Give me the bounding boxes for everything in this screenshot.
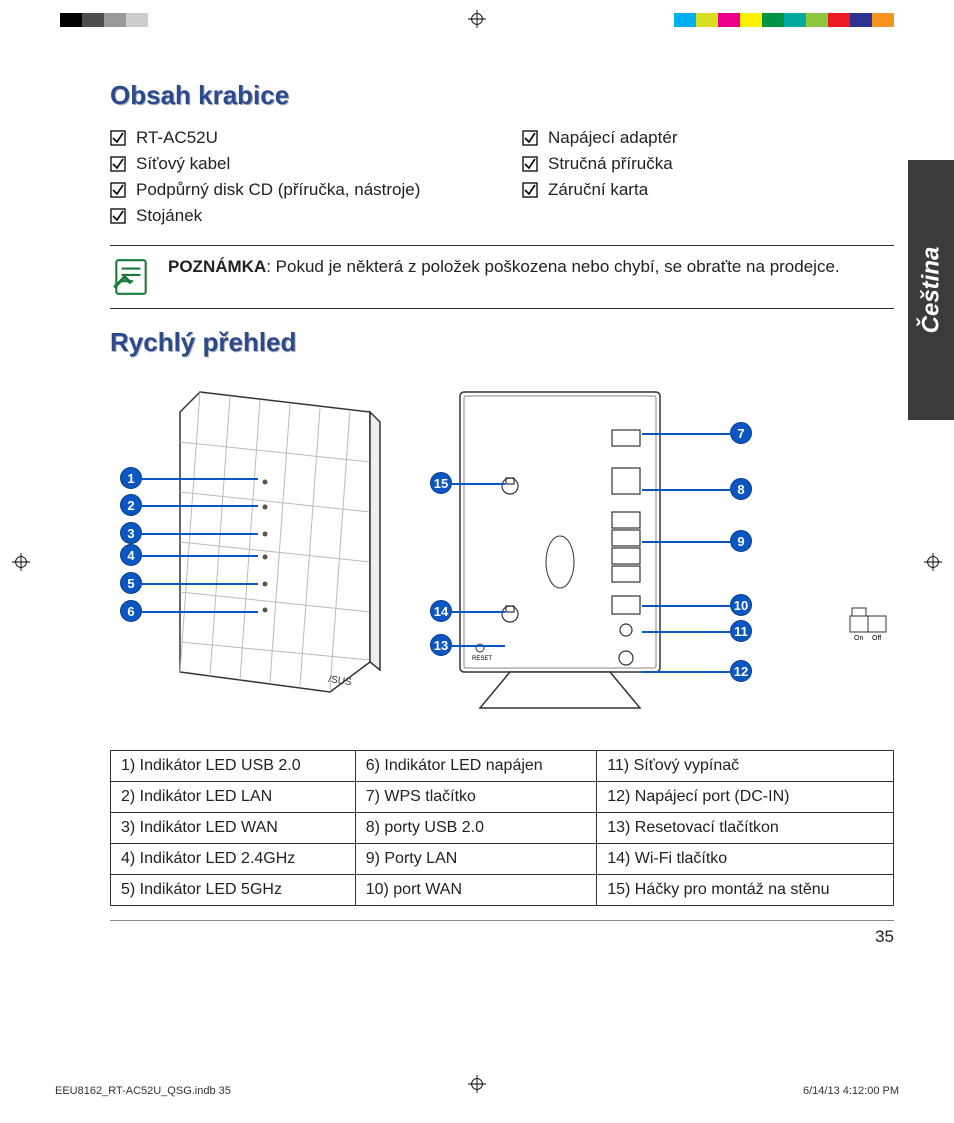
legend-cell: 4) Indikátor LED 2.4GHz — [111, 844, 356, 875]
callout-badge: 3 — [120, 522, 142, 544]
callout-badge: 14 — [430, 600, 452, 622]
router-back-illustration: RESET — [450, 382, 700, 712]
callout-badge: 1 — [120, 467, 142, 489]
callout-badge: 9 — [730, 530, 752, 552]
checklist-label: Stručná příručka — [548, 154, 673, 174]
checklist-item: Napájecí adaptér — [522, 125, 894, 151]
callout-line — [452, 611, 505, 613]
device-diagram: /SUS RE — [110, 372, 894, 732]
callout-badge: 4 — [120, 544, 142, 566]
checklist-label: Napájecí adaptér — [548, 128, 677, 148]
contents-col-right: Napájecí adaptér Stručná příručka Záruční … — [522, 125, 894, 229]
registration-mark-icon — [468, 10, 486, 28]
callout-badge: 12 — [730, 660, 752, 682]
router-front-illustration: /SUS — [170, 382, 390, 702]
language-tab: Čeština — [908, 160, 954, 420]
callout-line — [642, 541, 730, 543]
checklist-label: Síťový kabel — [136, 154, 230, 174]
callout-line — [142, 555, 258, 557]
callout-line — [142, 533, 258, 535]
note-icon — [110, 256, 152, 298]
legend-cell: 11) Síťový vypínač — [597, 751, 894, 782]
legend-cell: 13) Resetovací tlačítkon — [597, 813, 894, 844]
callout-badge: 10 — [730, 594, 752, 616]
legend-cell: 14) Wi-Fi tlačítko — [597, 844, 894, 875]
legend-cell: 10) port WAN — [355, 875, 596, 906]
contents-col-left: RT-AC52U Síťový kabel Podpůrný disk CD (př… — [110, 125, 482, 229]
callout-badge: 11 — [730, 620, 752, 642]
checklist-label: RT-AC52U — [136, 128, 218, 148]
registration-mark-icon — [12, 553, 30, 571]
callout-line — [642, 605, 730, 607]
legend-cell: 1) Indikátor LED USB 2.0 — [111, 751, 356, 782]
callout-badge: 6 — [120, 600, 142, 622]
legend-cell: 8) porty USB 2.0 — [355, 813, 596, 844]
callout-line — [142, 505, 258, 507]
legend-cell: 3) Indikátor LED WAN — [111, 813, 356, 844]
checklist-label: Záruční karta — [548, 180, 648, 200]
package-contents: RT-AC52U Síťový kabel Podpůrný disk CD (př… — [110, 125, 894, 229]
callout-badge: 5 — [120, 572, 142, 594]
callout-line — [642, 489, 730, 491]
callout-badge: 13 — [430, 634, 452, 656]
callout-badge: 15 — [430, 472, 452, 494]
callout-badge: 8 — [730, 478, 752, 500]
contents-heading: Obsah krabice — [110, 80, 894, 111]
note-label: POZNÁMKA — [168, 257, 266, 276]
footer-file: EEU8162_RT-AC52U_QSG.indb 35 — [55, 1085, 231, 1097]
note-body: : Pokud je některá z položek poškozena n… — [266, 257, 839, 276]
callout-line — [642, 433, 730, 435]
page-content: Obsah krabice RT-AC52U Síťový kabel Podpůr… — [110, 80, 894, 1043]
switch-off-label: Off — [872, 635, 881, 642]
legend-cell: 2) Indikátor LED LAN — [111, 782, 356, 813]
legend-cell: 9) Porty LAN — [355, 844, 596, 875]
note-text: POZNÁMKA: Pokud je některá z položek poš… — [168, 256, 840, 279]
callout-line — [142, 478, 258, 480]
callout-line — [452, 645, 505, 647]
callout-line — [142, 583, 258, 585]
legend-table: 1) Indikátor LED USB 2.06) Indikátor LED… — [110, 750, 894, 906]
color-swatches — [674, 13, 894, 27]
divider — [110, 920, 894, 921]
footer-datetime: 6/14/13 4:12:00 PM — [803, 1085, 899, 1097]
checklist-item: Podpůrný disk CD (příručka, nástroje) — [110, 177, 482, 203]
svg-text:RESET: RESET — [472, 656, 492, 662]
checklist-label: Podpůrný disk CD (příručka, nástroje) — [136, 180, 420, 200]
legend-cell: 12) Napájecí port (DC-IN) — [597, 782, 894, 813]
legend-cell: 5) Indikátor LED 5GHz — [111, 875, 356, 906]
callout-line — [452, 483, 505, 485]
print-footer: EEU8162_RT-AC52U_QSG.indb 35 6/14/13 4:1… — [55, 1085, 899, 1097]
legend-cell: 15) Háčky pro montáž na stěnu — [597, 875, 894, 906]
checklist-item: Stojánek — [110, 203, 482, 229]
power-switch-icon: On Off — [848, 602, 894, 642]
legend-cell: 7) WPS tlačítko — [355, 782, 596, 813]
callout-line — [142, 611, 258, 613]
checklist-label: Stojánek — [136, 206, 202, 226]
registration-mark-icon — [924, 553, 942, 571]
callout-line — [642, 631, 730, 633]
language-label: Čeština — [917, 247, 945, 334]
checklist-item: Stručná příručka — [522, 151, 894, 177]
checklist-item: Záruční karta — [522, 177, 894, 203]
note-box: POZNÁMKA: Pokud je některá z položek poš… — [110, 245, 894, 309]
page-number: 35 — [110, 927, 894, 947]
callout-badge: 2 — [120, 494, 142, 516]
greyscale-swatches — [60, 13, 148, 27]
checklist-item: Síťový kabel — [110, 151, 482, 177]
checklist-item: RT-AC52U — [110, 125, 482, 151]
legend-cell: 6) Indikátor LED napájen — [355, 751, 596, 782]
switch-on-label: On — [854, 635, 863, 642]
overview-heading: Rychlý přehled — [110, 327, 894, 358]
callout-line — [642, 671, 730, 673]
callout-badge: 7 — [730, 422, 752, 444]
